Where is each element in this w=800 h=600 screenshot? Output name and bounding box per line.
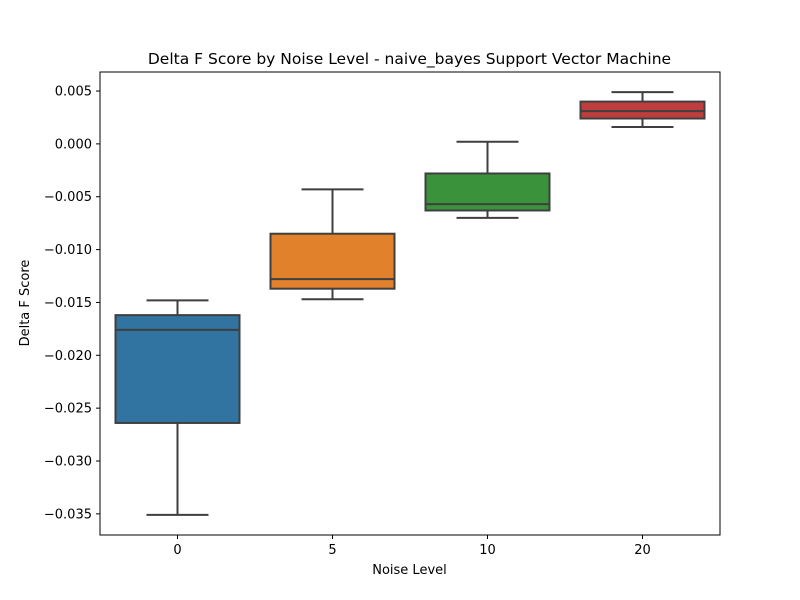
- plot-area: [114, 91, 706, 516]
- y-axis: 0.005 0.000 −0.005 −0.010 −0.015 −0.020 −0.025…: [44, 85, 100, 522]
- x-tick-label: 10: [479, 543, 496, 558]
- box-group-5: [269, 188, 396, 301]
- box-group-0: [114, 299, 241, 516]
- y-tick-label: −0.015: [44, 296, 92, 311]
- x-tick-label: 20: [634, 543, 651, 558]
- y-tick-label: −0.010: [44, 243, 92, 258]
- y-tick-label: −0.035: [44, 507, 92, 522]
- y-tick-label: −0.020: [44, 349, 92, 364]
- x-axis-label: Noise Level: [372, 563, 447, 578]
- y-tick-label: −0.030: [44, 455, 92, 470]
- x-tick-label: 0: [173, 543, 181, 558]
- x-axis: 0 5 10 20: [173, 535, 651, 558]
- iqr-box: [579, 100, 706, 120]
- chart-title: Delta F Score by Noise Level - naive_bay…: [148, 50, 671, 69]
- y-tick-label: −0.025: [44, 402, 92, 417]
- box-group-20: [579, 91, 706, 128]
- y-tick-label: −0.005: [44, 190, 92, 205]
- y-tick-label: 0.005: [55, 85, 92, 100]
- y-axis-label: Delta F Score: [18, 260, 33, 347]
- x-tick-label: 5: [328, 543, 336, 558]
- iqr-box: [114, 314, 241, 424]
- y-tick-label: 0.000: [55, 137, 92, 152]
- box-group-10: [424, 140, 551, 219]
- axes-frame: [99, 71, 721, 536]
- iqr-box: [269, 232, 396, 290]
